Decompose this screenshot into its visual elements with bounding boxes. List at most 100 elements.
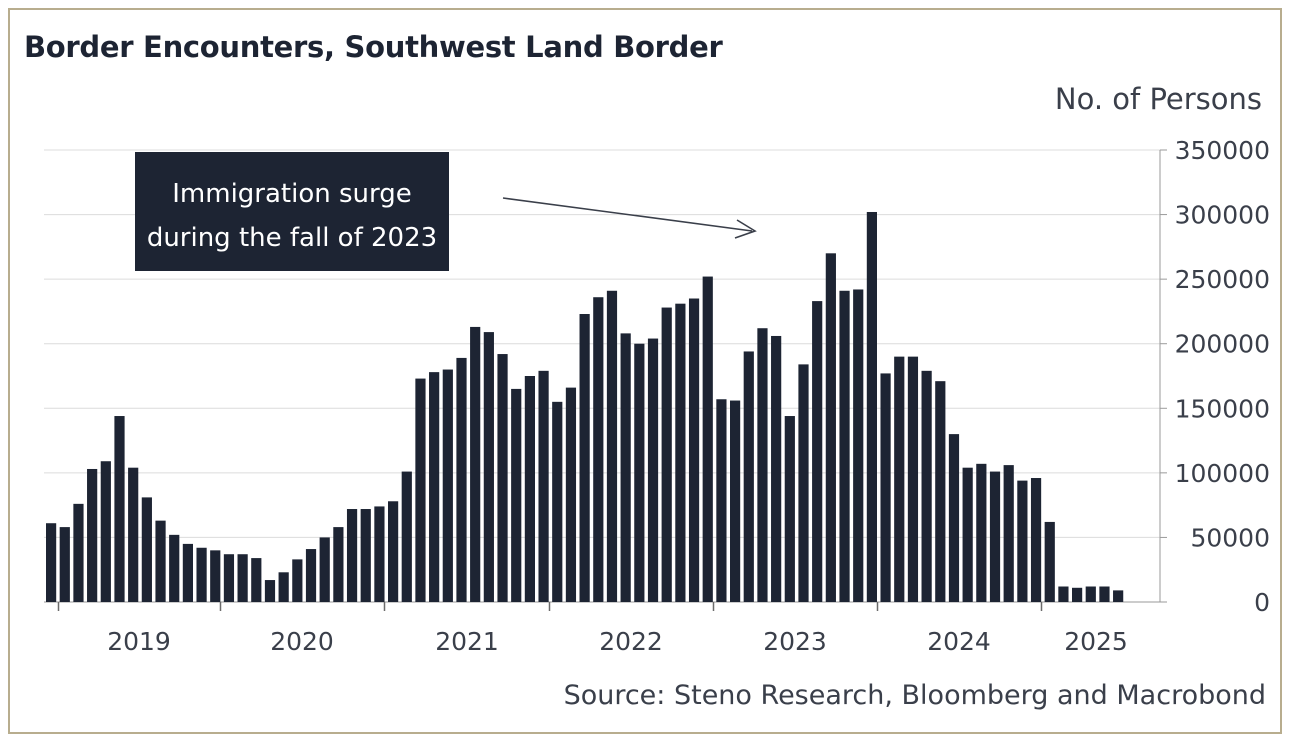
bar <box>73 503 84 602</box>
bar <box>757 328 768 602</box>
y-tick-label: 350000 <box>1175 136 1270 165</box>
bar <box>196 547 207 602</box>
bar <box>921 370 932 602</box>
bar <box>798 364 809 602</box>
bar <box>962 467 973 602</box>
y-tick-label: 100000 <box>1175 459 1270 488</box>
bar <box>374 506 385 602</box>
bar <box>702 276 713 602</box>
bar <box>565 387 577 602</box>
bar <box>511 388 522 602</box>
x-tick-label: 2025 <box>1064 627 1128 656</box>
y-tick-label: 200000 <box>1175 330 1270 359</box>
bar <box>346 509 358 602</box>
bar <box>333 527 344 602</box>
bar <box>442 369 453 602</box>
bar <box>1058 586 1069 602</box>
bar <box>237 554 248 602</box>
bar <box>907 356 919 602</box>
bar <box>784 416 795 602</box>
y-tick-label: 50000 <box>1190 523 1270 552</box>
annotation-text: Immigration surge <box>172 179 412 209</box>
bar <box>1099 586 1110 602</box>
bar <box>497 354 508 602</box>
bar <box>1113 590 1124 602</box>
bar <box>593 297 604 602</box>
bar <box>675 303 686 602</box>
bar <box>620 333 631 602</box>
source-note: Source: Steno Research, Bloomberg and Ma… <box>563 680 1266 711</box>
bar <box>100 461 111 602</box>
bar <box>1017 480 1028 602</box>
bar <box>771 335 782 602</box>
chart-title: Border Encounters, Southwest Land Border <box>24 30 723 64</box>
chart-frame <box>8 8 1282 734</box>
bar <box>169 534 180 602</box>
x-tick-label: 2022 <box>599 627 663 656</box>
bar <box>716 399 727 602</box>
annotation-box <box>135 152 449 271</box>
bar <box>278 572 289 602</box>
bar <box>552 401 563 602</box>
bar <box>1030 478 1042 602</box>
bar <box>264 580 276 602</box>
bar <box>976 463 987 602</box>
bar <box>1044 521 1055 602</box>
y-tick-label: 300000 <box>1175 201 1270 230</box>
bar <box>538 370 549 602</box>
bar <box>839 290 850 602</box>
bar <box>182 543 193 602</box>
y-tick-label: 150000 <box>1175 394 1270 423</box>
annotation-arrow-head <box>734 219 757 239</box>
x-tick-label: 2021 <box>435 627 499 656</box>
bar <box>894 356 905 602</box>
bar <box>880 373 891 602</box>
annotation-arrow-line <box>502 197 753 232</box>
bar <box>948 434 960 602</box>
bar <box>935 381 946 602</box>
bar <box>1085 586 1096 602</box>
bar <box>292 559 303 602</box>
bar <box>812 301 823 602</box>
bar <box>141 497 152 602</box>
bar <box>388 501 399 602</box>
y-tick-label: 0 <box>1254 588 1270 617</box>
bar <box>579 314 590 602</box>
bar <box>743 351 754 602</box>
bar <box>319 537 330 602</box>
bar <box>251 558 262 602</box>
bar <box>46 523 57 602</box>
bar <box>128 467 139 602</box>
bar <box>1072 587 1083 602</box>
bar <box>401 471 412 602</box>
bar <box>688 298 700 602</box>
bar <box>647 338 659 602</box>
bar <box>470 326 481 602</box>
bar <box>114 416 125 602</box>
bar <box>606 290 618 602</box>
bar <box>456 357 467 602</box>
bar <box>483 332 494 602</box>
bar <box>360 509 371 602</box>
y-axis-unit-label: No. of Persons <box>1054 82 1262 116</box>
bar <box>210 550 221 602</box>
y-tick-label: 250000 <box>1175 265 1270 294</box>
bar <box>429 372 440 602</box>
bar <box>87 468 98 602</box>
bar <box>155 520 166 602</box>
bar <box>634 343 645 602</box>
x-tick-label: 2023 <box>763 627 827 656</box>
bar <box>989 471 1001 602</box>
bar <box>59 527 70 602</box>
bar <box>853 289 864 602</box>
bar <box>866 211 877 603</box>
bar <box>524 376 535 602</box>
x-tick-label: 2019 <box>107 627 171 656</box>
bar <box>223 554 235 602</box>
bar <box>305 549 317 602</box>
bar <box>730 400 741 602</box>
x-tick-label: 2020 <box>270 627 334 656</box>
x-tick-label: 2024 <box>927 627 991 656</box>
bar <box>825 253 836 602</box>
